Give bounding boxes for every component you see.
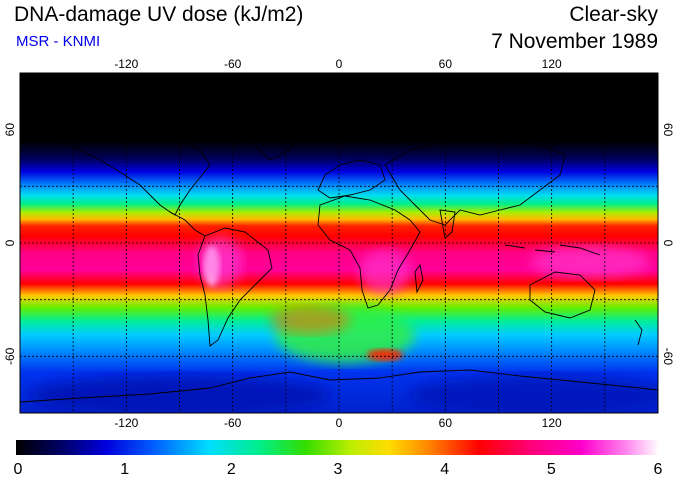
- map-frame: [19, 72, 659, 414]
- longitude-tick-label: 0: [336, 57, 343, 71]
- colorbar: [16, 440, 659, 455]
- source-label: MSR - KNMI: [16, 33, 101, 50]
- date-label: 7 November 1989: [491, 30, 658, 53]
- colorbar-tick-label: 1: [120, 461, 129, 478]
- colorbar-tick-label: 5: [547, 461, 556, 478]
- latitude-tick-label: -60: [661, 348, 675, 366]
- map-title: DNA-damage UV dose (kJ/m2): [14, 3, 304, 26]
- sky-condition-label: Clear-sky: [569, 3, 658, 26]
- colorbar-tick-label: 3: [334, 461, 343, 478]
- latitude-tick-label: -60: [3, 347, 17, 365]
- latitude-labels-left: 60 0 -60: [3, 123, 17, 365]
- longitude-tick-label: -60: [224, 416, 242, 430]
- longitude-labels-bottom: -120 -60 0 60 120: [114, 416, 562, 430]
- longitude-tick-label: 60: [439, 416, 453, 430]
- colorbar-tick-label: 2: [227, 461, 236, 478]
- latitude-labels-right: 60 0 -60: [661, 123, 675, 365]
- latitude-tick-label: 0: [661, 240, 675, 247]
- regional-anomalies: [30, 236, 658, 413]
- coastlines: [20, 114, 658, 403]
- colorbar-tick-label: 0: [14, 461, 23, 478]
- colorbar-tick-label: 6: [654, 461, 663, 478]
- latitude-tick-label: 0: [3, 239, 17, 246]
- longitude-tick-label: 60: [439, 57, 453, 71]
- colorbar-labels: 0 1 2 3 4 5 6: [14, 461, 663, 478]
- latitude-tick-label: 60: [3, 123, 17, 137]
- longitude-tick-label: 0: [336, 416, 343, 430]
- longitude-tick-label: -120: [114, 416, 138, 430]
- graticule: [20, 73, 658, 413]
- longitude-labels-top: -120 -60 0 60 120: [114, 57, 562, 71]
- longitude-tick-label: 120: [542, 416, 562, 430]
- colorbar-tick-label: 4: [440, 461, 449, 478]
- longitude-tick-label: -60: [224, 57, 242, 71]
- longitude-tick-label: 120: [542, 57, 562, 71]
- longitude-tick-label: -120: [114, 57, 138, 71]
- latitude-tick-label: 60: [661, 123, 675, 137]
